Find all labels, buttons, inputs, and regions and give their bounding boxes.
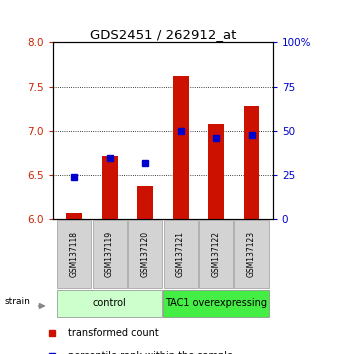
- Bar: [235, 220, 269, 288]
- Text: GSM137121: GSM137121: [176, 231, 185, 277]
- Text: GSM137119: GSM137119: [105, 231, 114, 277]
- Text: GSM137122: GSM137122: [211, 231, 221, 277]
- Text: percentile rank within the sample: percentile rank within the sample: [68, 351, 233, 354]
- Bar: [93, 220, 127, 288]
- Bar: [199, 220, 233, 288]
- Bar: [137, 186, 153, 219]
- Bar: [66, 213, 82, 219]
- Bar: [128, 220, 162, 288]
- Bar: [102, 156, 118, 219]
- Bar: [243, 106, 260, 219]
- Bar: [57, 220, 91, 288]
- Text: TAC1 overexpressing: TAC1 overexpressing: [165, 298, 267, 308]
- Text: strain: strain: [4, 297, 30, 306]
- Text: GSM137118: GSM137118: [70, 231, 79, 277]
- Bar: [163, 290, 269, 317]
- Title: GDS2451 / 262912_at: GDS2451 / 262912_at: [90, 28, 236, 41]
- Bar: [173, 76, 189, 219]
- Bar: [208, 124, 224, 219]
- Text: GSM137123: GSM137123: [247, 231, 256, 277]
- Text: transformed count: transformed count: [68, 328, 158, 338]
- Bar: [57, 290, 162, 317]
- Text: GSM137120: GSM137120: [140, 231, 150, 277]
- Bar: [164, 220, 197, 288]
- Text: control: control: [93, 298, 127, 308]
